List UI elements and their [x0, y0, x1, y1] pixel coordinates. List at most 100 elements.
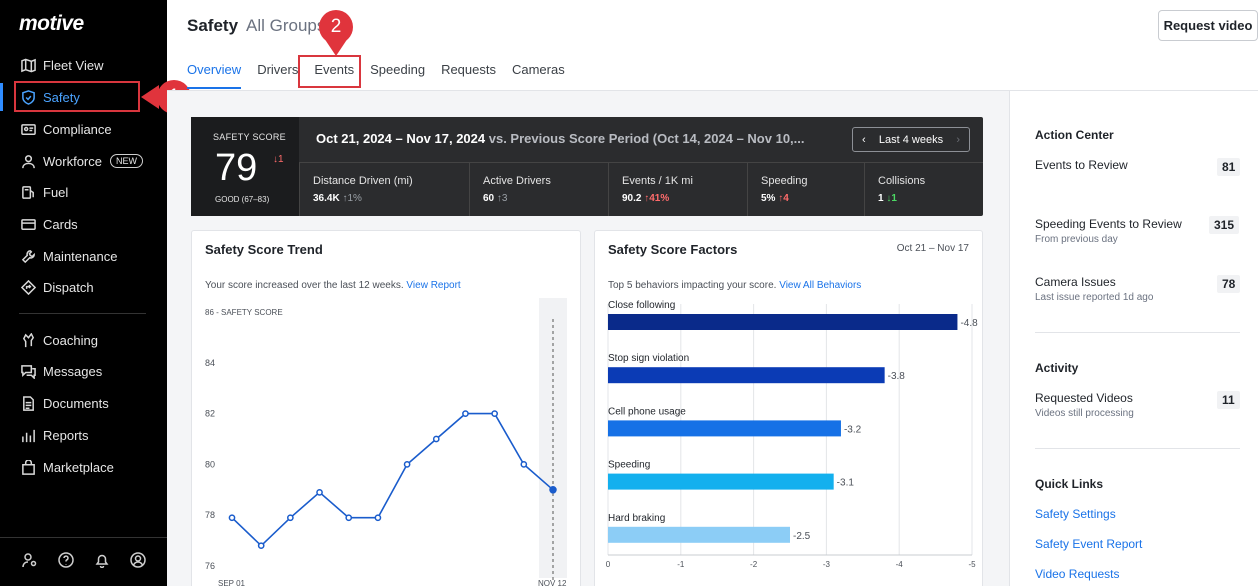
safety-event-report-link[interactable]: Safety Event Report — [1035, 537, 1143, 551]
bar-category-label: Hard braking — [608, 513, 665, 524]
metric-value: 36.4K — [313, 193, 340, 204]
metric-value-row: 60 ↑3 — [483, 193, 608, 204]
sidebar-item-label: Maintenance — [43, 248, 118, 264]
sidebar-item-coaching[interactable]: Coaching — [0, 325, 167, 355]
sidebar-item-label: Cards — [43, 216, 78, 232]
metric-value-row: 1 ↓1 — [878, 193, 983, 204]
profile-icon[interactable] — [130, 552, 147, 569]
trend-point — [228, 514, 236, 522]
sidebar-item-label: Workforce — [43, 153, 102, 169]
card-icon — [20, 216, 36, 232]
sidebar-item-fuel[interactable]: Fuel — [0, 177, 167, 207]
sidebar-item-documents[interactable]: Documents — [0, 388, 167, 418]
period-comparison: vs. Previous Score Period (Oct 14, 2024 … — [485, 131, 805, 146]
safety-score-trend-card: Safety Score Trend Your score increased … — [191, 230, 581, 586]
sidebar-item-cards[interactable]: Cards — [0, 209, 167, 239]
tab-cameras[interactable]: Cameras — [511, 62, 565, 77]
trend-chart[interactable]: 76 78 80 82 84 86 - SAFETY SCORE SEP 01 NOV 12 — [192, 291, 580, 586]
motive-logo[interactable]: motive — [19, 12, 84, 35]
factor-bar — [608, 314, 958, 330]
score-label: SAFETY SCORE — [213, 132, 286, 142]
chevron-left-icon[interactable]: ‹ — [862, 133, 866, 146]
requested-videos-label[interactable]: Requested Videos — [1035, 391, 1133, 405]
sidebar-item-safety[interactable]: Safety — [0, 82, 167, 112]
score-period: Oct 21, 2024 – Nov 17, 2024 vs. Previous… — [316, 131, 805, 146]
sidebar-utility-bar — [22, 552, 147, 569]
trend-point — [345, 514, 353, 522]
panel-divider — [1035, 332, 1240, 333]
annotation-step-2: 2 — [330, 16, 342, 37]
fuel-icon — [20, 184, 36, 200]
requested-videos-count[interactable]: 11 — [1217, 391, 1240, 409]
view-report-link[interactable]: View Report — [406, 280, 461, 291]
sidebar-item-label: Fuel — [43, 184, 69, 200]
camera-issues-count[interactable]: 78 — [1217, 275, 1241, 293]
store-icon — [20, 459, 36, 475]
chevron-right-icon[interactable]: › — [956, 133, 960, 146]
safety-score-banner: SAFETY SCORE 79 ↓1 GOOD (67–83) Oct 21, … — [191, 117, 983, 216]
trend-point — [432, 435, 440, 443]
annotation-highlight-events — [298, 55, 361, 88]
metric-label: Collisions — [878, 175, 926, 187]
metric-value-row: 90.2 ↑41% — [622, 193, 747, 204]
y-axis-title: 86 - SAFETY SCORE — [205, 308, 283, 317]
sidebar-item-reports[interactable]: Reports — [0, 420, 167, 450]
events-to-review-label[interactable]: Events to Review — [1035, 158, 1128, 172]
score-delta: ↓1 — [273, 154, 284, 165]
metric-speeding: Speeding 5% ↑4 — [747, 162, 865, 216]
panel-divider — [1035, 448, 1240, 449]
activity-title: Activity — [1035, 361, 1079, 375]
y-tick-label: 76 — [205, 561, 215, 571]
tab-events[interactable]: Events — [314, 62, 355, 77]
x-tick-label: SEP 01 — [218, 579, 246, 586]
tab-drivers[interactable]: Drivers — [257, 62, 299, 77]
events-to-review-count[interactable]: 81 — [1217, 158, 1241, 176]
speeding-events-count[interactable]: 315 — [1209, 216, 1240, 234]
trend-point — [462, 410, 469, 417]
metric-label: Active Drivers — [483, 175, 551, 187]
metric-delta: ↑3 — [496, 193, 508, 204]
score-value: 79 — [215, 147, 258, 189]
tab-speeding[interactable]: Speeding — [370, 62, 426, 77]
sidebar-item-label: Compliance — [43, 121, 112, 137]
sidebar-item-fleet-view[interactable]: Fleet View — [0, 50, 167, 80]
date-range-selector[interactable]: ‹ Last 4 weeks › — [852, 127, 970, 152]
trend-point — [491, 410, 498, 417]
factors-chart: 0 -1 -2 -3 -4 -5 Close following -4.8 Stop sign … — [606, 300, 978, 569]
user-settings-icon[interactable] — [22, 552, 39, 569]
x-tick-label: -5 — [968, 560, 976, 569]
sidebar-item-dispatch[interactable]: Dispatch — [0, 272, 167, 302]
tab-requests[interactable]: Requests — [441, 62, 496, 77]
metric-value: 1 — [878, 193, 884, 204]
trend-point — [549, 486, 557, 494]
bar-value-label: -4.8 — [960, 318, 978, 329]
group-selector[interactable]: All Groups — [246, 16, 326, 35]
sidebar-item-messages[interactable]: Messages — [0, 356, 167, 386]
factor-bar — [608, 473, 834, 490]
metric-value: 90.2 — [622, 193, 642, 204]
trend-subtitle-text: Your score increased over the last 12 we… — [205, 280, 404, 291]
safety-settings-link[interactable]: Safety Settings — [1035, 507, 1116, 521]
period-range: Oct 21, 2024 – Nov 17, 2024 — [316, 131, 486, 146]
sidebar-item-maintenance[interactable]: Maintenance — [0, 241, 167, 271]
sidebar-item-marketplace[interactable]: Marketplace — [0, 452, 167, 482]
metric-value: 5% — [761, 193, 776, 204]
reports-icon — [20, 427, 36, 443]
camera-issues-label[interactable]: Camera Issues — [1035, 275, 1116, 289]
sidebar-item-compliance[interactable]: Compliance — [0, 114, 167, 144]
speeding-events-label[interactable]: Speeding Events to Review — [1035, 217, 1182, 231]
video-requests-link[interactable]: Video Requests — [1035, 567, 1120, 581]
active-indicator — [0, 83, 3, 111]
trend-point — [403, 461, 411, 468]
x-tick-label: 0 — [606, 560, 611, 569]
new-badge: NEW — [110, 154, 143, 168]
view-all-behaviors-link[interactable]: View All Behaviors — [779, 280, 862, 291]
sidebar-item-workforce[interactable]: Workforce NEW — [0, 146, 167, 176]
bell-icon[interactable] — [94, 552, 111, 569]
y-tick-label: 80 — [205, 459, 215, 469]
help-icon[interactable] — [58, 552, 75, 569]
coaching-icon — [20, 332, 36, 348]
messages-icon — [20, 363, 36, 379]
request-video-button[interactable]: Request video — [1158, 10, 1258, 41]
tab-overview[interactable]: Overview — [187, 62, 242, 89]
